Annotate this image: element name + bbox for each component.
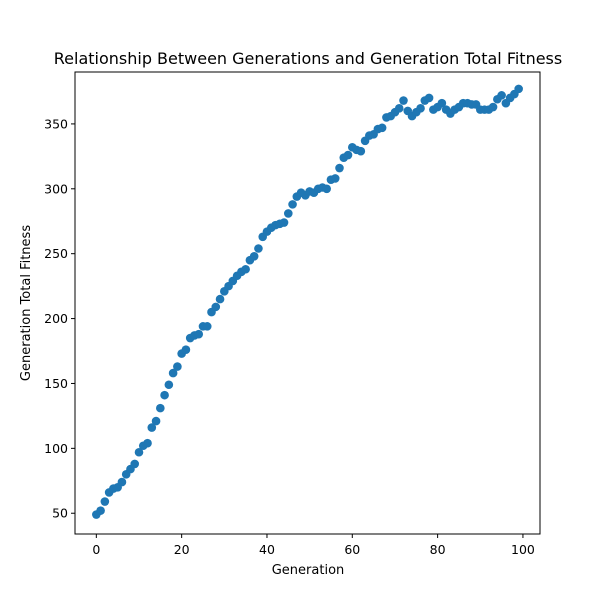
y-tick-label: 300 bbox=[44, 181, 68, 196]
data-point bbox=[284, 209, 293, 218]
data-point bbox=[254, 244, 263, 253]
data-point bbox=[241, 264, 250, 274]
x-tick-label: 20 bbox=[174, 542, 190, 557]
data-point bbox=[288, 200, 297, 209]
data-point bbox=[117, 477, 127, 487]
data-point bbox=[514, 84, 523, 94]
y-tick-label: 150 bbox=[44, 376, 68, 391]
data-point bbox=[160, 390, 169, 400]
data-point bbox=[215, 294, 225, 304]
data-point bbox=[279, 218, 289, 227]
data-point bbox=[96, 506, 105, 515]
data-point bbox=[322, 184, 332, 194]
data-point bbox=[134, 447, 144, 457]
x-tick-label: 60 bbox=[344, 542, 360, 557]
data-point bbox=[173, 362, 182, 371]
data-point bbox=[147, 423, 157, 432]
x-tick-label: 100 bbox=[511, 542, 535, 557]
data-point bbox=[343, 150, 353, 160]
x-tick-label: 40 bbox=[259, 542, 275, 557]
data-point bbox=[497, 91, 506, 100]
data-point bbox=[249, 251, 259, 261]
x-axis: 0 20 40 60 80 100 bbox=[92, 534, 535, 557]
y-tick-label: 50 bbox=[52, 506, 68, 521]
plot-area-frame bbox=[74, 71, 541, 535]
y-tick-label: 100 bbox=[44, 441, 68, 456]
y-tick-label: 350 bbox=[44, 116, 68, 131]
data-point bbox=[437, 98, 447, 108]
x-axis-label: Generation bbox=[272, 563, 345, 578]
data-point bbox=[156, 403, 165, 413]
y-tick-label: 250 bbox=[44, 246, 68, 261]
chart-title: Relationship Between Generations and Gen… bbox=[54, 49, 562, 68]
data-point bbox=[399, 96, 408, 105]
data-point bbox=[181, 345, 191, 355]
data-points bbox=[92, 84, 523, 519]
data-point bbox=[377, 123, 387, 133]
data-point bbox=[151, 416, 161, 426]
data-point bbox=[424, 93, 434, 103]
y-axis-label: Generation Total Fitness bbox=[19, 225, 34, 381]
y-axis: 50 100 150 200 250 300 350 bbox=[44, 116, 75, 521]
data-point bbox=[168, 368, 178, 378]
data-point bbox=[394, 104, 404, 113]
data-point bbox=[194, 329, 204, 339]
data-point bbox=[211, 302, 221, 312]
y-tick-label: 200 bbox=[44, 311, 68, 326]
data-point bbox=[202, 322, 212, 331]
x-tick-label: 80 bbox=[430, 542, 446, 557]
data-point bbox=[488, 102, 498, 112]
data-point bbox=[143, 438, 152, 448]
data-point bbox=[356, 146, 366, 156]
data-point bbox=[416, 104, 425, 113]
data-point bbox=[330, 174, 340, 183]
x-tick-label: 0 bbox=[92, 542, 100, 557]
data-point bbox=[335, 163, 344, 173]
data-point bbox=[100, 497, 110, 506]
data-point bbox=[164, 380, 174, 390]
data-point bbox=[130, 459, 140, 469]
